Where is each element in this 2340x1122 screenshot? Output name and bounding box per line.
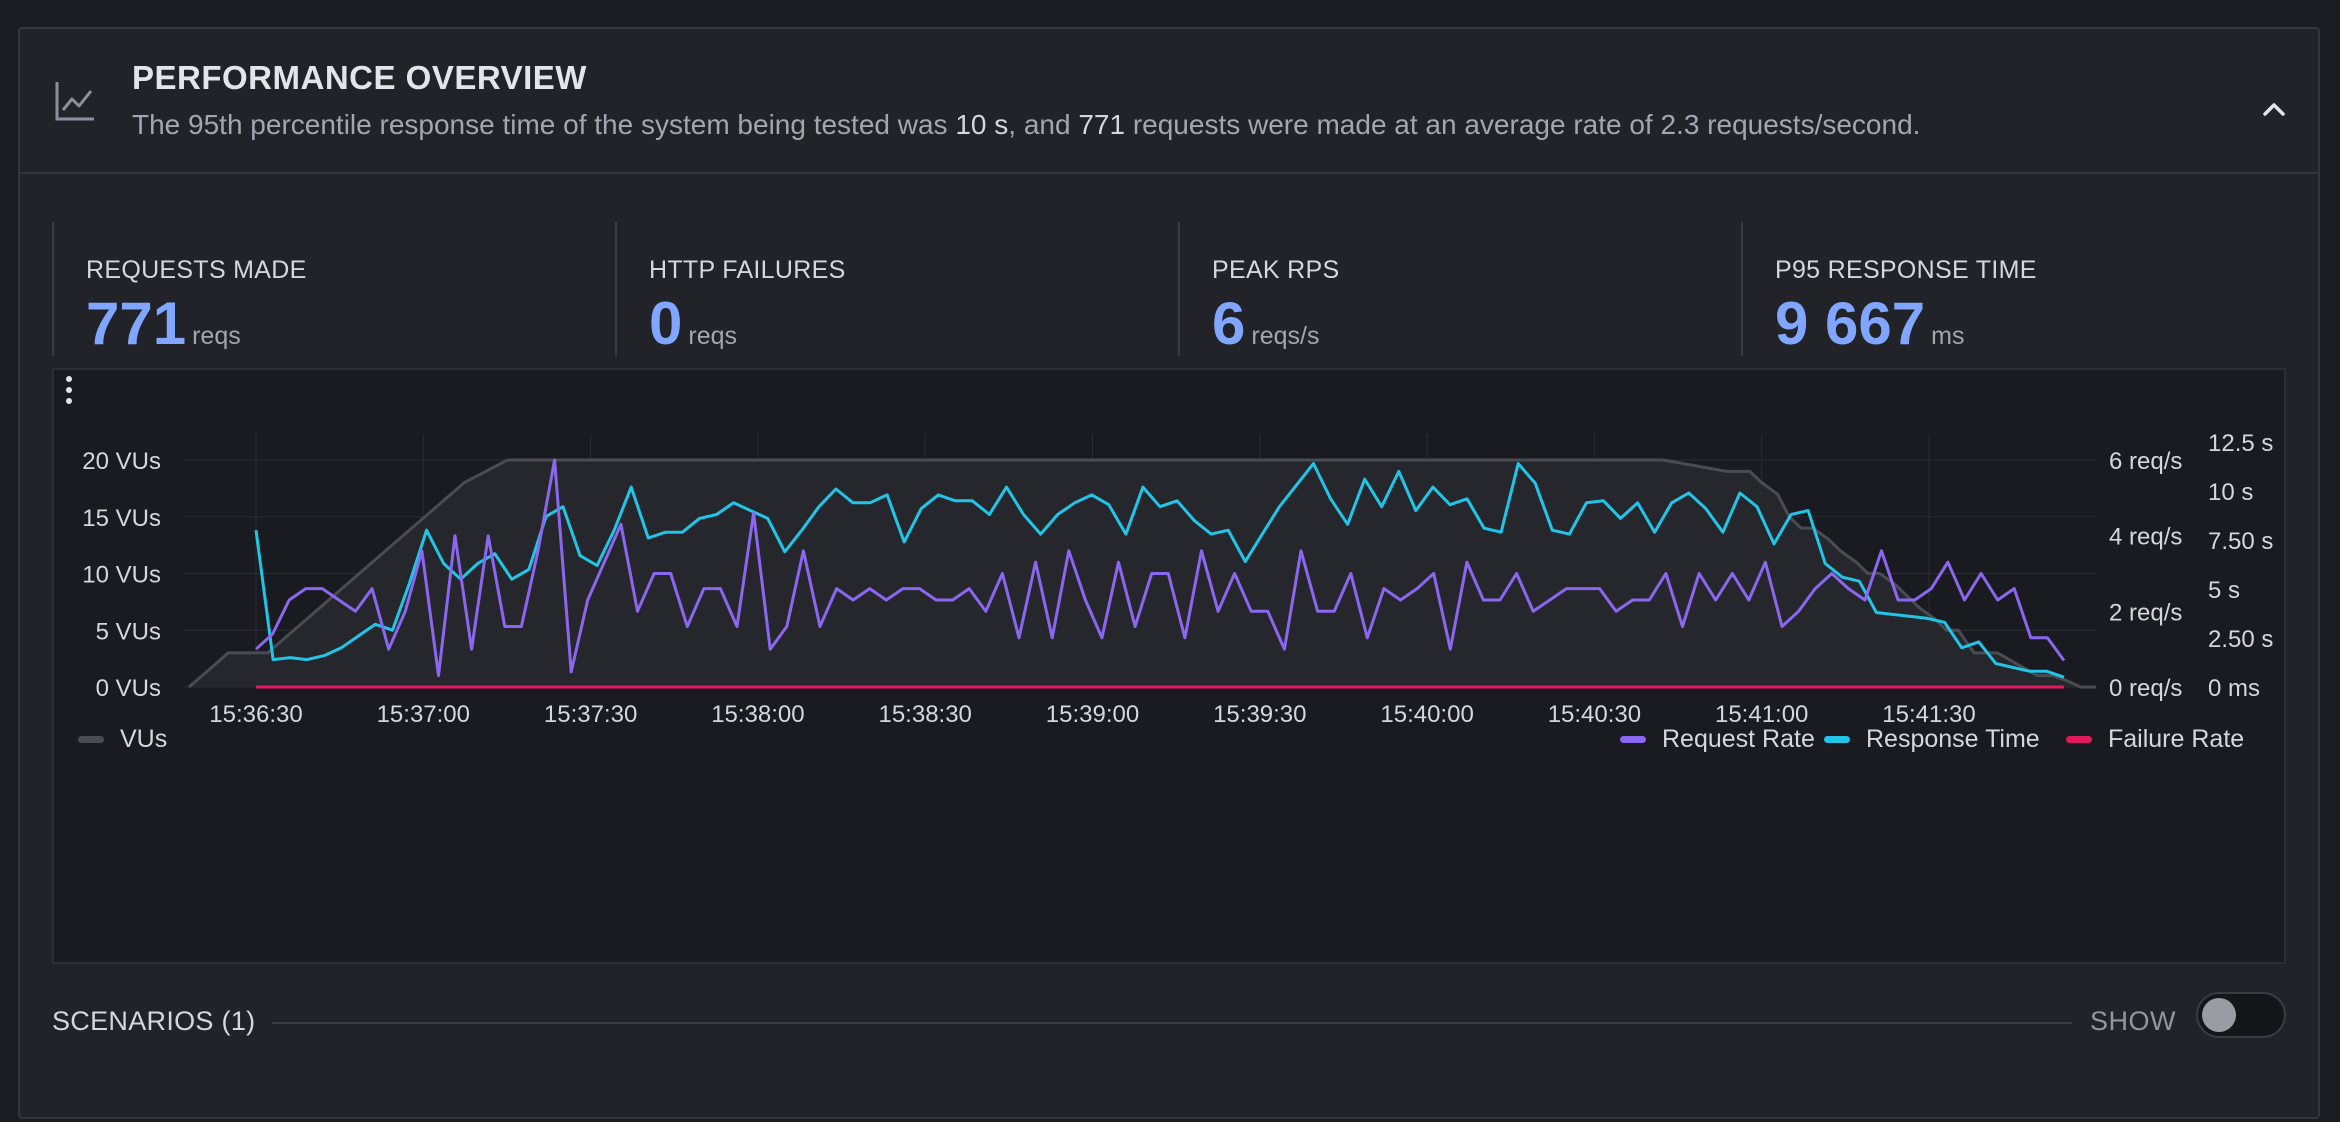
stat-value: 0 xyxy=(649,290,683,357)
chevron-up-icon xyxy=(2263,103,2285,116)
stat-label: REQUESTS MADE xyxy=(86,256,307,284)
x-tick-label: 15:36:30 xyxy=(209,701,302,728)
stats-row: REQUESTS MADE 771 reqs HTTP FAILURES 0 req… xyxy=(52,222,2292,357)
request-rate-line xyxy=(254,458,2066,678)
mid-tick-label: 2 req/s xyxy=(2109,599,2182,626)
stat-http-failures: HTTP FAILURES 0 reqs xyxy=(615,222,1155,357)
show-label: SHOW xyxy=(2090,1006,2176,1036)
right-tick-label: 10 s xyxy=(2208,479,2253,506)
legend-item-response-time[interactable]: Response Time xyxy=(1824,725,2040,754)
stat-value: 9 667 xyxy=(1775,290,1926,357)
show-toggle[interactable] xyxy=(2196,992,2286,1038)
x-tick-label: 15:40:00 xyxy=(1380,701,1473,728)
left-tick-label: 15 VUs xyxy=(82,505,161,532)
stat-peak-rps: PEAK RPS 6 reqs/s xyxy=(1178,222,1718,357)
stat-unit: reqs xyxy=(192,322,241,350)
left-tick-label: 5 VUs xyxy=(96,618,161,645)
stat-value: 6 xyxy=(1212,290,1246,357)
x-tick-label: 15:37:00 xyxy=(377,701,470,728)
summary-text: The 95th percentile response time of the… xyxy=(132,109,1921,140)
stat-unit: reqs/s xyxy=(1251,322,1320,350)
vus-line xyxy=(188,458,2096,689)
x-tick-label: 15:41:00 xyxy=(1715,701,1808,728)
x-tick-label: 15:37:30 xyxy=(544,701,637,728)
scenarios-label: SCENARIOS (1) xyxy=(52,1006,256,1036)
x-tick-label: 15:39:00 xyxy=(1046,701,1139,728)
x-tick-label: 15:41:30 xyxy=(1882,701,1975,728)
toggle-knob xyxy=(2202,998,2236,1032)
right-tick-label: 0 ms xyxy=(2208,675,2260,702)
chart-svg[interactable]: 15:36:30 15:37:00 15:37:30 15:38:00 15:38:30… xyxy=(54,370,2284,962)
stat-requests-made: REQUESTS MADE 771 reqs xyxy=(52,222,592,357)
legend-label: Failure Rate xyxy=(2108,725,2245,753)
left-tick-label: 20 VUs xyxy=(82,448,161,475)
right-tick-label: 12.5 s xyxy=(2208,430,2273,457)
stat-unit: ms xyxy=(1931,322,1965,350)
divider xyxy=(272,1022,2072,1024)
summary-p95: 10 s xyxy=(955,109,1009,140)
mid-tick-label: 4 req/s xyxy=(2109,524,2182,551)
legend-label: Request Rate xyxy=(1662,725,1815,753)
legend-item-failure-rate[interactable]: Failure Rate xyxy=(2066,725,2244,754)
stat-p95-response-time: P95 RESPONSE TIME 9 667 ms xyxy=(1741,222,2281,357)
mid-tick-label: 0 req/s xyxy=(2109,675,2182,702)
scenarios-section: SCENARIOS (1) SHOW xyxy=(52,992,2292,1052)
line-chart-icon xyxy=(55,82,94,121)
performance-chart[interactable]: 15:36:30 15:37:00 15:37:30 15:38:00 15:38:30… xyxy=(52,368,2286,964)
x-tick-label: 15:40:30 xyxy=(1548,701,1641,728)
left-tick-label: 10 VUs xyxy=(82,562,161,589)
performance-overview-panel: PERFORMANCE OVERVIEW The 95th percentile… xyxy=(18,27,2320,1119)
right-tick-label: 2.50 s xyxy=(2208,626,2273,653)
x-tick-label: 15:38:00 xyxy=(711,701,804,728)
legend-label: Response Time xyxy=(1866,725,2040,753)
legend-swatch xyxy=(1620,736,1646,743)
mid-tick-label: 6 req/s xyxy=(2109,448,2182,475)
right-tick-label: 5 s xyxy=(2208,577,2240,604)
legend-label: VUs xyxy=(120,725,168,753)
legend-swatch xyxy=(78,736,104,743)
legend-swatch xyxy=(2066,736,2092,743)
legend-swatch xyxy=(1824,736,1850,743)
legend-item-vus[interactable]: VUs xyxy=(78,725,167,754)
stat-label: PEAK RPS xyxy=(1212,256,1340,284)
x-tick-label: 15:38:30 xyxy=(878,701,971,728)
x-tick-label: 15:39:30 xyxy=(1213,701,1306,728)
stat-label: HTTP FAILURES xyxy=(649,256,846,284)
stat-label: P95 RESPONSE TIME xyxy=(1775,256,2037,284)
stat-value: 771 xyxy=(86,290,187,357)
page-title: PERFORMANCE OVERVIEW xyxy=(132,59,587,96)
left-tick-label: 0 VUs xyxy=(96,675,161,702)
vus-area xyxy=(189,460,2096,687)
kebab-menu-icon[interactable] xyxy=(54,370,84,410)
summary-requests: 771 xyxy=(1078,109,1126,140)
right-tick-label: 7.50 s xyxy=(2208,528,2273,555)
stat-unit: reqs xyxy=(688,322,738,350)
collapse-button[interactable] xyxy=(2254,89,2294,129)
legend-item-request-rate[interactable]: Request Rate xyxy=(1620,725,1815,754)
panel-header: PERFORMANCE OVERVIEW The 95th percentile… xyxy=(20,29,2318,174)
